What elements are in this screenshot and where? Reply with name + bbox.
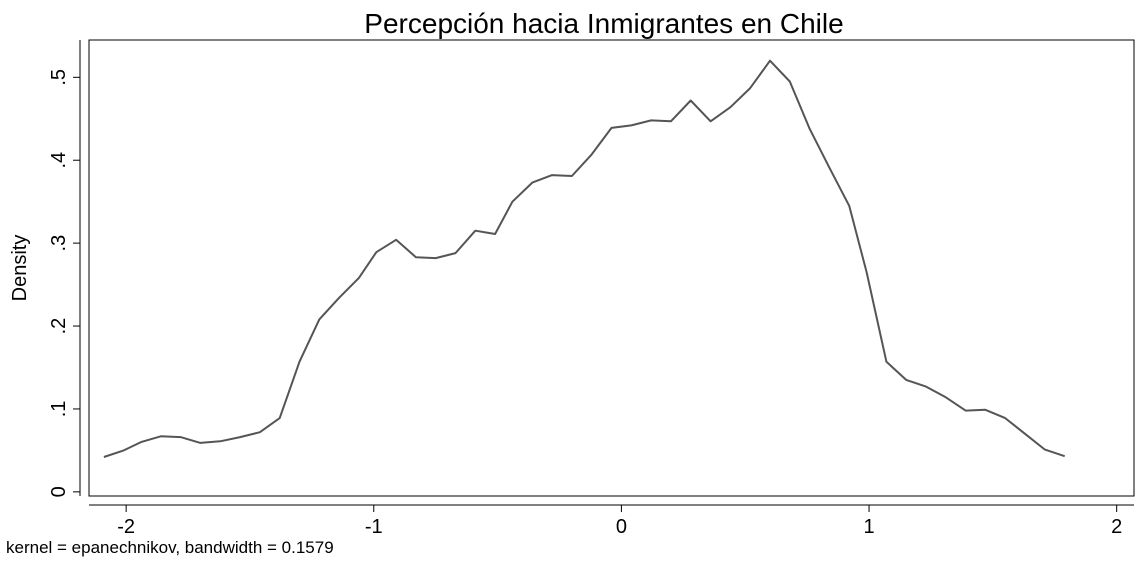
density-point xyxy=(729,106,731,108)
x-tick-label: 1 xyxy=(863,516,874,538)
density-point xyxy=(1064,455,1066,457)
y-tick-label: 0 xyxy=(48,486,70,497)
density-point xyxy=(789,80,791,82)
density-point xyxy=(140,441,142,443)
density-point xyxy=(279,417,281,419)
density-point xyxy=(123,449,125,451)
density-point xyxy=(1004,417,1006,419)
density-line xyxy=(103,59,1066,458)
density-point xyxy=(848,205,850,207)
density-point xyxy=(710,120,712,122)
density-point xyxy=(885,361,887,363)
y-tick-label: .3 xyxy=(48,235,70,252)
density-point xyxy=(239,436,241,438)
density-point xyxy=(905,379,907,381)
y-axis-ticks: 0 .1 .2 .3 .4 .5 xyxy=(48,69,80,497)
density-point xyxy=(180,436,182,438)
density-point xyxy=(769,60,771,62)
density-point xyxy=(925,386,927,388)
y-tick-label: .1 xyxy=(48,401,70,418)
y-axis-label: Density xyxy=(9,235,31,302)
density-point xyxy=(809,128,811,130)
x-tick-label: 0 xyxy=(616,516,627,538)
density-point xyxy=(318,318,320,320)
density-point xyxy=(690,100,692,102)
density-point xyxy=(571,175,573,177)
density-point xyxy=(219,440,221,442)
density-point xyxy=(298,361,300,363)
density-point xyxy=(965,410,967,412)
density-point xyxy=(415,256,417,258)
density-point xyxy=(395,239,397,241)
density-point xyxy=(630,124,632,126)
chart-title: Percepción hacia Inmigrantes en Chile xyxy=(364,8,843,39)
density-point xyxy=(670,120,672,122)
x-tick-label: -1 xyxy=(365,516,383,538)
density-point xyxy=(650,119,652,121)
density-point xyxy=(1044,449,1046,451)
density-point xyxy=(866,271,868,273)
plot-frame xyxy=(88,39,1135,497)
density-point xyxy=(160,435,162,437)
density-point xyxy=(531,182,533,184)
density-point xyxy=(1024,433,1026,435)
density-point xyxy=(199,442,201,444)
density-point xyxy=(435,257,437,259)
y-tick-label: .2 xyxy=(48,318,70,335)
density-point xyxy=(749,87,751,89)
kernel-note: kernel = epanechnikov, bandwidth = 0.157… xyxy=(6,538,334,557)
density-point xyxy=(511,201,513,203)
density-point xyxy=(828,167,830,169)
density-point xyxy=(259,431,261,433)
y-tick-label: .4 xyxy=(48,152,70,169)
x-axis-ticks: -2 -1 0 1 2 xyxy=(117,505,1122,538)
density-point xyxy=(375,251,377,253)
y-tick-label: .5 xyxy=(48,69,70,86)
density-point xyxy=(611,127,613,129)
density-points xyxy=(103,60,1066,458)
density-point xyxy=(474,230,476,232)
density-point xyxy=(358,277,360,279)
density-point xyxy=(103,456,105,458)
density-point xyxy=(338,297,340,299)
density-point xyxy=(551,174,553,176)
density-point xyxy=(945,396,947,398)
density-point xyxy=(984,409,986,411)
density-point xyxy=(454,252,456,254)
density-point xyxy=(494,233,496,235)
x-tick-label: 2 xyxy=(1111,516,1122,538)
density-point xyxy=(591,153,593,155)
x-tick-label: -2 xyxy=(117,516,135,538)
